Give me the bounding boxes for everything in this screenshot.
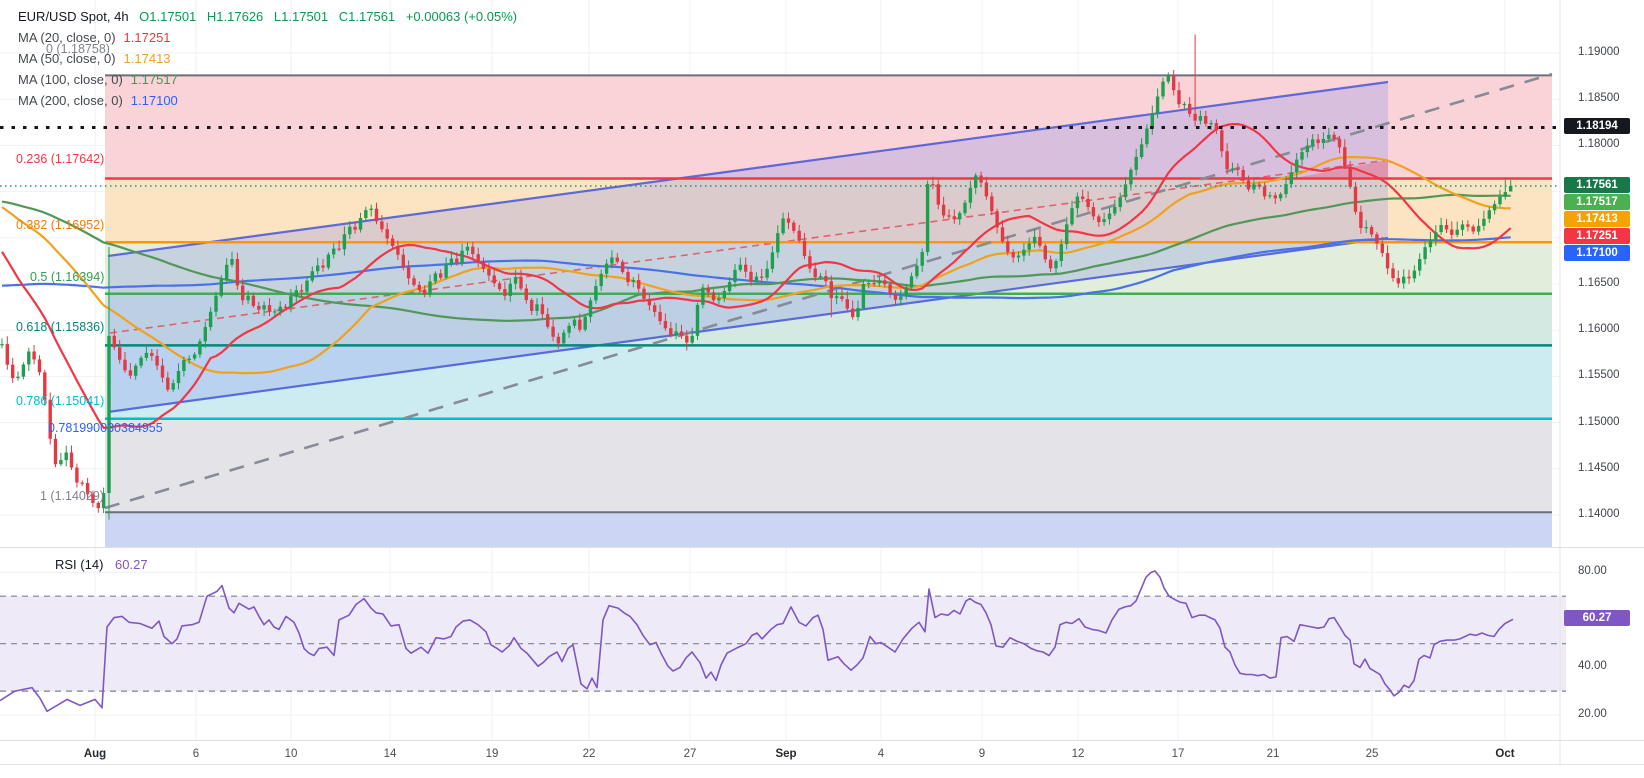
low-value: L1.17501 <box>273 9 329 24</box>
ascending-channel-fill <box>108 82 1388 412</box>
rsi-threshold-lines <box>0 595 1566 692</box>
panel-separator[interactable] <box>0 547 1644 548</box>
rsi-axis-label: 20.00 <box>1578 708 1607 720</box>
price-axis-label: 1.18000 <box>1578 138 1620 150</box>
last-price-badge: 1.17561 <box>1564 177 1630 193</box>
ma200-badge: 1.17100 <box>1564 245 1630 261</box>
ascending-channel-lines[interactable] <box>107 80 1389 414</box>
ma-legend-row[interactable]: MA (200, close, 0) 1.17100 <box>18 90 517 111</box>
fib-level-label[interactable]: 0 (1.18758) <box>46 42 110 56</box>
ma-legend-value: 1.17251 <box>123 30 171 45</box>
ma100-badge: 1.17517 <box>1564 194 1630 210</box>
rsi-axis-label: 80.00 <box>1578 565 1607 577</box>
dashed-trendline[interactable] <box>104 72 1553 510</box>
dotted-level-badge: 1.18194 <box>1564 118 1630 134</box>
rsi-label[interactable]: RSI (14) <box>55 557 104 572</box>
ma-legend-label: MA (20, close, 0) <box>18 30 116 45</box>
time-axis-label[interactable]: 10 <box>284 748 298 760</box>
time-axis-label[interactable]: Oct <box>1495 748 1515 760</box>
price-axis-label: 1.15000 <box>1578 416 1620 428</box>
time-axis-label[interactable]: Sep <box>775 748 797 760</box>
ma50-badge: 1.17413 <box>1564 211 1630 227</box>
rsi-axis-label: 40.00 <box>1578 660 1607 672</box>
candlestick-series[interactable] <box>0 34 1513 520</box>
price-axis-label: 1.19000 <box>1578 46 1620 58</box>
fib-level-label[interactable]: 0.618 (1.15836) <box>16 320 105 334</box>
fib-extra-level-label[interactable]: 0.781990030384955 <box>48 421 163 435</box>
close-value: C1.17561 <box>338 9 396 24</box>
price-axis-label: 1.18500 <box>1578 92 1620 104</box>
rsi-value: 60.27 <box>115 557 148 572</box>
time-axis-label[interactable]: 6 <box>192 748 200 760</box>
ma20-badge: 1.17251 <box>1564 228 1630 244</box>
bottom-border <box>0 764 1644 765</box>
price-axis-label: 1.16000 <box>1578 323 1620 335</box>
time-axis-label[interactable]: 14 <box>383 748 397 760</box>
fib-level-label[interactable]: 1 (1.14029) <box>40 489 104 503</box>
ma-legend-row[interactable]: MA (50, close, 0) 1.17413 <box>18 48 517 69</box>
open-value: O1.17501 <box>139 9 197 24</box>
ma-legend-value: 1.17413 <box>123 51 171 66</box>
axis-separator <box>0 740 1644 741</box>
fib-level-label[interactable]: 0.786 (1.15041) <box>16 394 105 408</box>
channel-median-dashed-line[interactable] <box>109 159 1389 334</box>
time-axis-label[interactable]: 27 <box>683 748 697 760</box>
price-axis-label: 1.16500 <box>1578 277 1620 289</box>
time-axis-label[interactable]: 4 <box>877 748 885 760</box>
time-axis-label[interactable]: 12 <box>1071 748 1085 760</box>
high-value: H1.17626 <box>206 9 264 24</box>
rsi-value-badge: 60.27 <box>1564 610 1630 626</box>
ma-legend-row[interactable]: MA (100, close, 0) 1.17517 <box>18 69 517 90</box>
rsi-legend[interactable]: RSI (14) 60.27 <box>55 557 148 572</box>
ma-legend-value: 1.17100 <box>130 93 178 108</box>
fib-level-label[interactable]: 0.382 (1.16952) <box>16 218 105 232</box>
fib-level-label[interactable]: 0.236 (1.17642) <box>16 152 105 166</box>
change-value: +0.00063 (+0.05%) <box>405 9 518 24</box>
ma-legend-value: 1.17517 <box>130 72 178 87</box>
price-axis-label: 1.15500 <box>1578 369 1620 381</box>
symbol-legend[interactable]: EUR/USD Spot, 4h O1.17501 H1.17626 L1.17… <box>18 6 517 111</box>
ma-legend-label: MA (100, close, 0) <box>18 72 123 87</box>
fib-level-lines[interactable] <box>105 74 1552 514</box>
time-axis-label[interactable]: 21 <box>1266 748 1280 760</box>
time-axis-label[interactable]: 9 <box>978 748 986 760</box>
price-axis-label: 1.14000 <box>1578 508 1620 520</box>
time-axis-label[interactable]: Aug <box>83 748 107 760</box>
ma-legend-row[interactable]: MA (20, close, 0) 1.17251 <box>18 27 517 48</box>
ma-legend-label: MA (200, close, 0) <box>18 93 123 108</box>
ma-legend-label: MA (50, close, 0) <box>18 51 116 66</box>
time-axis-label[interactable]: 25 <box>1365 748 1379 760</box>
time-axis-label[interactable]: 19 <box>485 748 499 760</box>
fib-level-label[interactable]: 0.5 (1.16394) <box>30 270 105 284</box>
symbol-row[interactable]: EUR/USD Spot, 4h O1.17501 H1.17626 L1.17… <box>18 6 517 27</box>
time-axis-label[interactable]: 22 <box>582 748 596 760</box>
time-axis-label[interactable]: 17 <box>1171 748 1185 760</box>
symbol-title[interactable]: EUR/USD Spot, 4h <box>18 9 129 24</box>
price-axis-label: 1.14500 <box>1578 462 1620 474</box>
rsi-line[interactable] <box>0 570 1514 713</box>
